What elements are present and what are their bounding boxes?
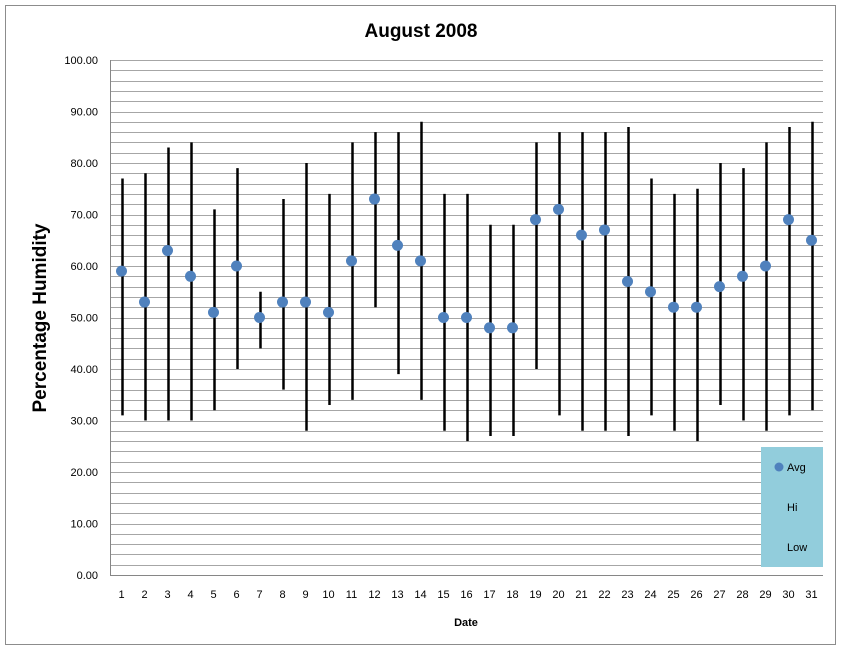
x-tick-label: 14 — [414, 589, 426, 601]
legend: Avg Hi Low — [761, 447, 823, 567]
x-tick-label: 22 — [598, 589, 610, 601]
avg-point — [806, 234, 817, 246]
x-tick-label: 3 — [164, 589, 170, 601]
x-tick-label: 19 — [529, 589, 541, 601]
avg-point — [576, 229, 587, 241]
avg-point — [668, 301, 679, 313]
legend-hi-label: Hi — [787, 502, 797, 514]
legend-box — [761, 447, 823, 567]
x-tick-label: 26 — [690, 589, 702, 601]
y-tick-label: 90.00 — [70, 107, 98, 119]
y-tick-label: 30.00 — [70, 416, 98, 428]
x-tick-label: 25 — [667, 589, 679, 601]
avg-point — [438, 312, 449, 323]
y-axis-title: Percentage Humidity — [30, 223, 51, 412]
avg-point — [599, 224, 610, 236]
x-tick-label: 2 — [141, 589, 147, 601]
avg-point — [760, 260, 771, 272]
y-tick-label: 80.00 — [70, 158, 98, 170]
avg-point — [461, 312, 472, 323]
x-tick-label: 11 — [346, 589, 357, 601]
avg-point — [300, 296, 311, 308]
chart-title: August 2008 — [365, 21, 478, 42]
avg-point — [507, 322, 518, 334]
x-tick-label: 13 — [391, 589, 403, 601]
x-tick-label: 16 — [460, 589, 472, 601]
x-tick-label: 28 — [736, 589, 748, 601]
plot-area: 0.00 10.00 20.00 30.00 40.00 50.00 60.00 70.00 8… — [64, 55, 823, 601]
avg-point — [116, 265, 127, 277]
x-tick-label: 12 — [368, 589, 380, 601]
x-tick-label: 24 — [644, 589, 656, 601]
y-tick-label: 10.00 — [70, 519, 98, 531]
y-tick-label: 20.00 — [70, 467, 98, 479]
avg-point — [645, 286, 656, 298]
avg-point — [530, 214, 541, 226]
avg-point — [346, 255, 357, 267]
x-tick-label: 15 — [437, 589, 449, 601]
avg-point — [231, 260, 242, 272]
x-tick-label: 30 — [782, 589, 794, 601]
x-tick-label: 5 — [210, 589, 216, 601]
x-tick-label: 4 — [187, 589, 193, 601]
x-tick-label: 18 — [506, 589, 518, 601]
x-tick-label: 9 — [302, 589, 308, 601]
avg-point — [737, 270, 748, 282]
avg-point — [783, 214, 794, 226]
avg-point — [714, 281, 725, 293]
x-tick-label: 7 — [256, 589, 262, 601]
y-tick-label: 0.00 — [77, 570, 98, 582]
x-tick-label: 29 — [759, 589, 771, 601]
y-tick-label: 60.00 — [70, 261, 98, 273]
avg-point — [139, 296, 150, 308]
x-tick-label: 1 — [118, 589, 124, 601]
avg-point — [254, 312, 265, 323]
avg-point — [392, 239, 403, 251]
x-tick-label: 21 — [575, 589, 587, 601]
x-tick-label: 10 — [322, 589, 334, 601]
avg-point — [553, 203, 564, 215]
x-axis-title: Date — [454, 617, 478, 629]
legend-avg-label: Avg — [787, 462, 806, 474]
legend-avg-marker — [774, 462, 784, 472]
y-tick-label: 50.00 — [70, 313, 98, 325]
x-tick-label: 6 — [233, 589, 239, 601]
avg-point — [369, 193, 380, 205]
x-tick-label: 27 — [713, 589, 725, 601]
y-tick-label: 70.00 — [70, 210, 98, 222]
legend-low-label: Low — [787, 542, 807, 554]
y-tick-label: 40.00 — [70, 364, 98, 376]
y-tick-label: 100.00 — [64, 55, 98, 67]
avg-point — [415, 255, 426, 267]
avg-point — [277, 296, 288, 308]
x-tick-label: 23 — [621, 589, 633, 601]
avg-point — [208, 306, 219, 318]
x-tick-label: 8 — [279, 589, 285, 601]
avg-point — [691, 301, 702, 313]
avg-point — [185, 270, 196, 282]
x-tick-label: 17 — [483, 589, 495, 601]
x-tick-label: 31 — [805, 589, 817, 601]
avg-point — [323, 306, 334, 318]
avg-point — [484, 322, 495, 334]
avg-point — [162, 245, 173, 257]
x-tick-label: 20 — [552, 589, 564, 601]
avg-point — [622, 275, 633, 287]
